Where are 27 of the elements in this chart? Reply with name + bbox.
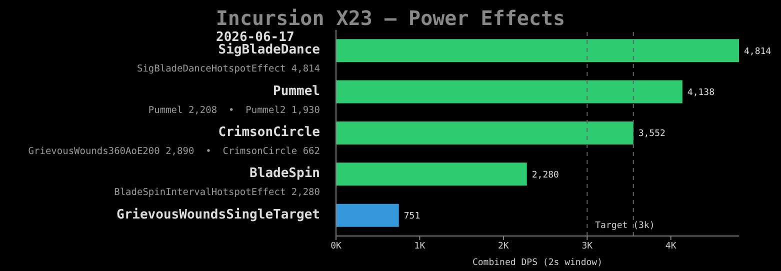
text: GrievousWounds360AoE200 2,890 • CrimsonCircle 662 bbox=[28, 146, 320, 157]
text: SigBladeDanceHotspotEffect 4,814 bbox=[136, 64, 320, 75]
y-tick-label: GrievousWoundsSingleTarget bbox=[116, 207, 320, 222]
bar bbox=[336, 204, 399, 227]
chart-title: Incursion X23 — Power Effects bbox=[214, 6, 566, 30]
y-tick-label: Pummel bbox=[273, 84, 320, 99]
x-tick-label: 0K bbox=[330, 241, 342, 252]
text: Pummel 2,208 • Pummel2 1,930 bbox=[148, 104, 320, 116]
bar bbox=[336, 80, 682, 104]
x-tick-label: 4K bbox=[665, 241, 677, 252]
data-label: 4,138 bbox=[687, 88, 715, 98]
x-tick-label: 2K bbox=[498, 241, 510, 252]
y-tick-label: SigBladeDance bbox=[218, 42, 320, 58]
x-tick-label: 3K bbox=[582, 241, 594, 252]
y-tick-label: CrimsonCircle bbox=[218, 125, 320, 140]
data-label: 3,552 bbox=[638, 129, 666, 140]
x-axis-title: Combined DPS (2s window) bbox=[472, 258, 603, 268]
text: BladeSpinIntervalHotspotEffect 2,280 bbox=[114, 187, 320, 198]
x-tick-label: 1K bbox=[414, 241, 426, 252]
data-label: 2,280 bbox=[532, 170, 559, 180]
y-tick-label: BladeSpin bbox=[250, 166, 320, 182]
data-label: 751 bbox=[404, 212, 420, 222]
ref-line-label: Target (3k) bbox=[595, 221, 655, 231]
bar bbox=[336, 162, 527, 186]
bar bbox=[336, 39, 739, 62]
bar bbox=[336, 121, 634, 144]
data-label: 4,814 bbox=[744, 46, 772, 57]
